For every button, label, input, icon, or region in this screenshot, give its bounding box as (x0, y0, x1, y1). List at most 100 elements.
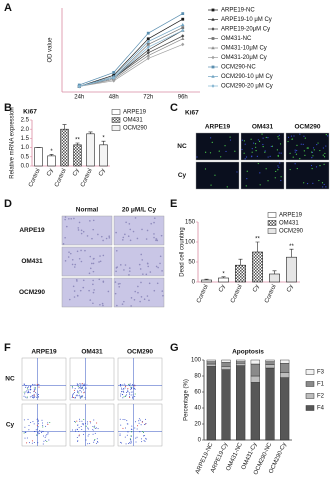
cell-dot (251, 151, 253, 153)
micrograph (117, 403, 163, 447)
event-dot (41, 430, 43, 432)
cell-dot (304, 154, 306, 156)
cell-dot (89, 220, 91, 222)
cell-dot (102, 281, 105, 283)
point (211, 37, 215, 40)
event-dot (42, 443, 44, 445)
cell-dot (140, 281, 142, 284)
event-dot (124, 419, 126, 421)
event-dot (97, 428, 99, 430)
event-dot (131, 428, 133, 430)
event-dot (129, 383, 131, 385)
event-dot (72, 393, 74, 395)
event-dot (129, 396, 131, 398)
event-dot (87, 427, 89, 429)
cell-dot (243, 140, 246, 142)
event-dot (137, 425, 139, 427)
micrograph (61, 215, 113, 246)
event-dot (35, 392, 37, 394)
cell-dot (296, 167, 298, 170)
cell-dot (287, 140, 289, 143)
event-dot (81, 420, 83, 422)
event-dot (76, 436, 78, 438)
cell-dot (278, 138, 280, 140)
event-dot (129, 395, 131, 397)
cell-dot (279, 162, 281, 164)
event-dot (83, 430, 85, 432)
legend-swatch (305, 381, 315, 387)
y-tick-label: 100 (185, 240, 196, 246)
cell-dot (128, 270, 131, 272)
event-dot (71, 396, 73, 398)
cell-dot (128, 223, 131, 225)
cell-dot (306, 182, 309, 185)
cell-dot (310, 164, 313, 167)
event-dot (84, 384, 86, 386)
event-dot (141, 441, 143, 443)
cell-dot (76, 250, 79, 253)
series-line (79, 44, 183, 87)
cell-dot (145, 238, 148, 240)
event-dot (132, 396, 134, 398)
event-dot (84, 396, 86, 398)
cell-dot (274, 177, 276, 179)
panel-label: B (4, 102, 12, 114)
event-dot (74, 429, 76, 431)
cell-dot (296, 149, 298, 152)
point (146, 31, 150, 35)
cell-dot (114, 292, 117, 295)
event-dot (141, 421, 143, 423)
event-dot (75, 421, 77, 423)
event-dot (29, 385, 31, 387)
error-bar (289, 248, 294, 258)
cell-dot (86, 235, 89, 237)
point (211, 8, 215, 12)
event-dot (132, 385, 134, 387)
cell-dot (108, 235, 110, 238)
cell-dot (130, 305, 132, 307)
event-dot (49, 422, 51, 424)
x-tick-label: 96h (178, 95, 188, 101)
bar-segment (280, 363, 290, 374)
cell-dot (245, 185, 247, 187)
cell-dot (265, 168, 267, 170)
y-axis-label: Percentage (%) (184, 379, 190, 421)
legend-swatch (267, 212, 277, 218)
event-dot (120, 442, 122, 444)
micrograph (21, 403, 67, 447)
event-dot (83, 419, 85, 421)
event-dot (71, 395, 73, 397)
event-dot (130, 440, 132, 442)
event-dot (85, 439, 87, 441)
cell-dot (161, 270, 163, 272)
cell-dot (325, 145, 327, 147)
cell-dot (73, 266, 76, 268)
event-dot (74, 392, 76, 394)
event-dot (33, 395, 35, 397)
legend-label: ARPE19-NC (221, 8, 255, 14)
y-tick-label: 1.0 (21, 145, 30, 151)
event-dot (81, 387, 83, 389)
cell-dot (325, 134, 327, 136)
event-dot (86, 421, 88, 423)
series-line (79, 24, 183, 87)
x-tick-label: Control (196, 284, 210, 304)
cell-dot (108, 237, 111, 239)
event-dot (37, 442, 39, 444)
event-dot (85, 425, 87, 427)
event-dot (37, 384, 39, 386)
cell-dot (287, 136, 290, 138)
column-header: ARPE19 (31, 349, 57, 356)
x-tick-label: 24h (74, 95, 84, 101)
event-dot (36, 396, 38, 398)
cell-dot (84, 249, 86, 252)
event-dot (33, 390, 35, 392)
cell-dot (75, 278, 78, 281)
cell-dot (70, 217, 73, 220)
micrograph (113, 277, 165, 308)
event-dot (135, 421, 137, 423)
bar-segment (206, 361, 216, 365)
x-tick-label: 72h (143, 95, 153, 101)
legend-label: OM431-10μM Cy (221, 46, 267, 52)
event-dot (79, 386, 81, 388)
